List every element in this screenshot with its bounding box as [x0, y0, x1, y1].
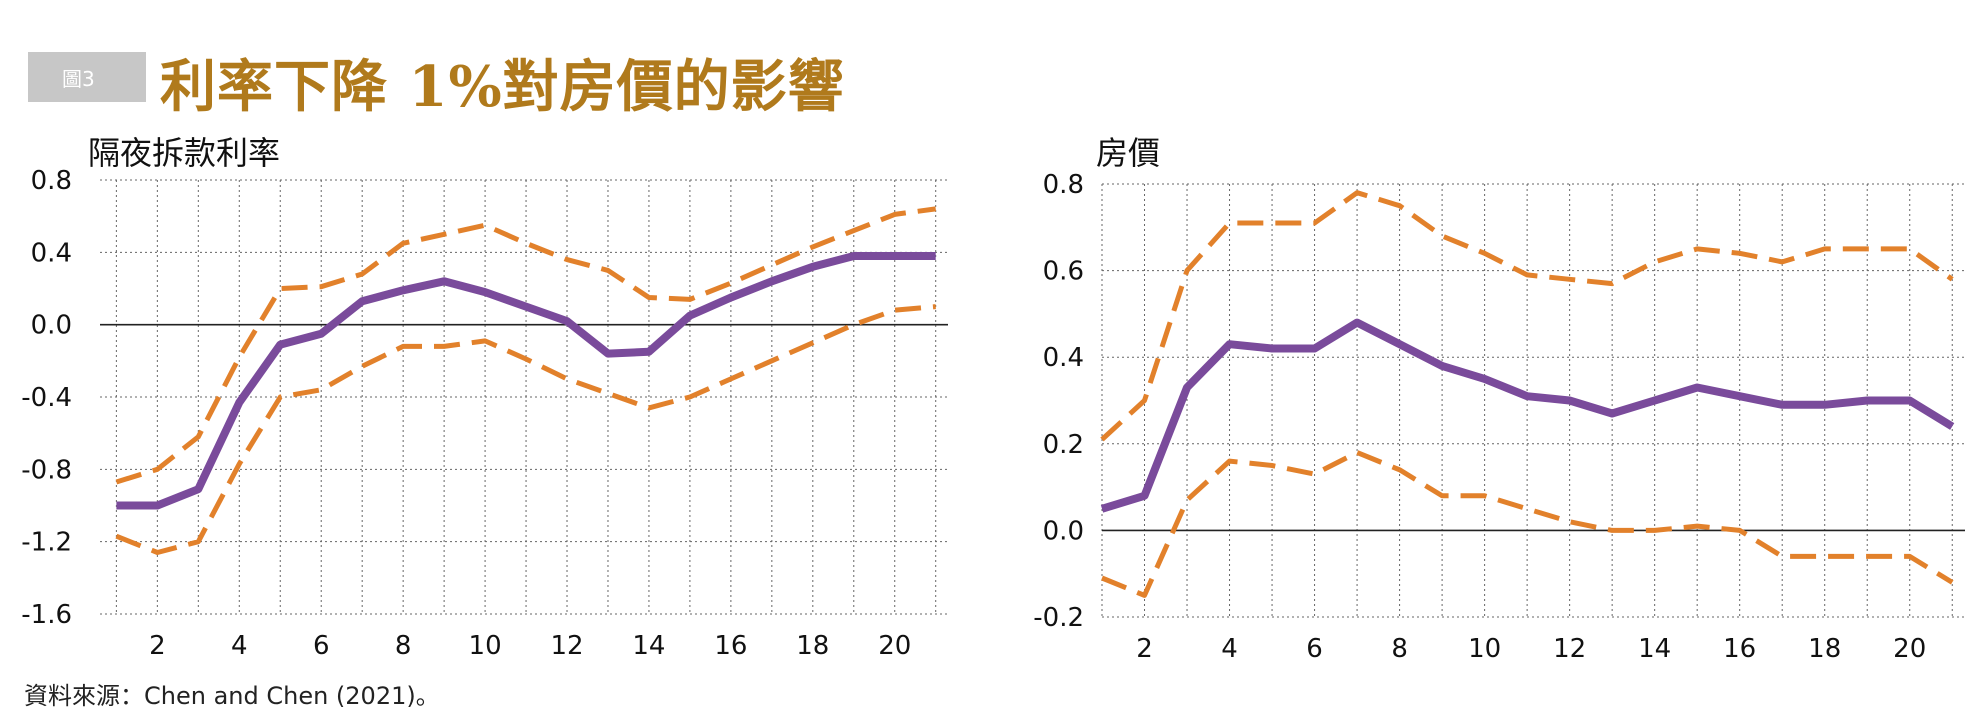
x-tick-label: 12	[1553, 634, 1586, 664]
estimate-line	[116, 252, 936, 510]
lower-bound-line	[1101, 450, 1954, 598]
y-tick-label: 0.8	[1043, 170, 1084, 200]
y-tick-label: 0.4	[1043, 343, 1084, 373]
estimate-line	[1100, 318, 1955, 513]
y-tick-label: -0.4	[21, 383, 72, 413]
figure-title: 利率下降 1%對房價的影響	[160, 54, 845, 120]
y-tick-label: 0.4	[31, 238, 72, 268]
x-tick-label: 14	[1638, 634, 1671, 664]
x-tick-label: 20	[1893, 634, 1926, 664]
figure-badge-label: 圖3	[28, 52, 146, 102]
y-tick-label: -1.2	[21, 528, 72, 558]
x-tick-label: 12	[550, 631, 583, 661]
y-tick-label: 0.6	[1043, 257, 1084, 287]
x-tick-label: 8	[395, 631, 412, 661]
upper-bound-line	[115, 206, 937, 485]
right-chart: 0.8 0.6 0.4 0.2 0.0 -0.2 2 4 6 8 10 12 14 16 18 20	[1033, 170, 1965, 664]
x-tick-label: 18	[1808, 634, 1841, 664]
x-tick-label: 18	[796, 631, 829, 661]
x-tick-label: 16	[714, 631, 747, 661]
source-note: 資料來源：Chen and Chen (2021)。	[24, 682, 440, 710]
x-tick-label: 4	[1221, 634, 1238, 664]
left-chart: 0.8 0.4 0.0 -0.4 -0.8 -1.2 -1.6 2 4 6 8 10 12 14 16 18 2…	[21, 166, 948, 661]
y-tick-label: -1.6	[21, 600, 72, 630]
x-tick-label: 16	[1723, 634, 1756, 664]
x-tick-label: 8	[1391, 634, 1408, 664]
x-tick-label: 14	[632, 631, 665, 661]
y-tick-label: 0.0	[1043, 516, 1084, 546]
upper-bound-line	[1100, 190, 1954, 442]
x-tick-label: 6	[1306, 634, 1323, 664]
x-tick-label: 2	[1136, 634, 1153, 664]
x-tick-label: 20	[878, 631, 911, 661]
y-tick-label: -0.2	[1033, 603, 1084, 633]
y-tick-label: 0.2	[1043, 430, 1084, 460]
left-chart-title: 隔夜拆款利率	[88, 134, 281, 172]
right-chart-title: 房價	[1096, 134, 1161, 172]
x-tick-label: 4	[231, 631, 248, 661]
y-tick-label: -0.8	[21, 455, 72, 485]
lower-bound-line	[115, 304, 936, 555]
x-tick-label: 10	[469, 631, 502, 661]
x-tick-label: 6	[313, 631, 330, 661]
figure-badge: 圖3	[28, 48, 178, 108]
y-tick-label: 0.8	[31, 166, 72, 196]
y-tick-label: 0.0	[31, 311, 72, 341]
x-tick-label: 10	[1468, 634, 1501, 664]
x-tick-label: 2	[149, 631, 166, 661]
